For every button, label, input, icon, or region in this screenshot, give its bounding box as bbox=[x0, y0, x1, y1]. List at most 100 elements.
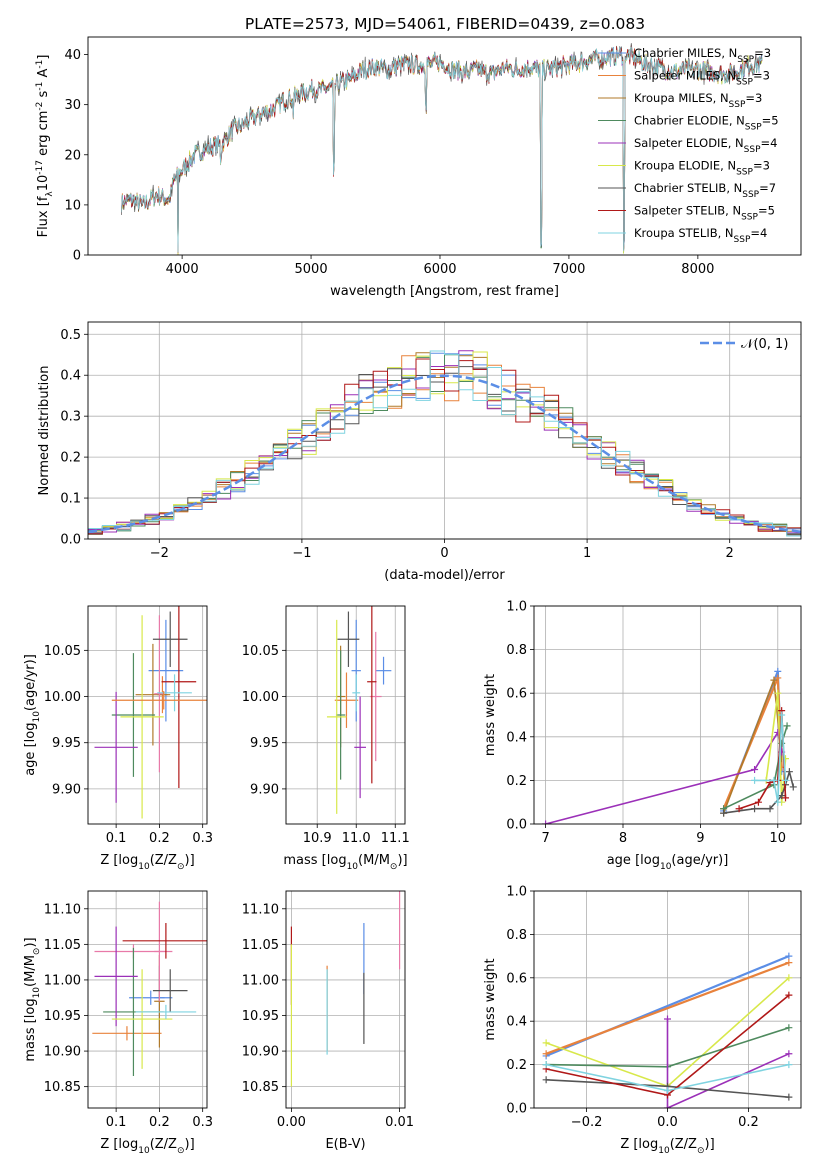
label-part: mass [log bbox=[23, 998, 38, 1061]
label-part: 10 bbox=[347, 862, 359, 872]
errorbar-point bbox=[154, 615, 165, 773]
label-part: age [log bbox=[23, 723, 38, 776]
label-part: Kroupa ELODIE, N bbox=[634, 159, 736, 173]
label-part: 10 bbox=[138, 862, 150, 872]
y-tick-label: 30 bbox=[64, 98, 81, 113]
y-tick-label: 0.4 bbox=[60, 369, 81, 384]
legend-entry: Kroupa ELODIE, NSSP=3 bbox=[634, 159, 770, 178]
x-tick-label: 8000 bbox=[681, 262, 714, 277]
errorbar-point bbox=[337, 611, 360, 667]
x-tick-label: 7 bbox=[541, 831, 549, 846]
x-tick-label: 5000 bbox=[295, 262, 328, 277]
y-axis-label: mass weight bbox=[483, 674, 498, 756]
legend-entry: Kroupa MILES, NSSP=3 bbox=[634, 91, 762, 110]
plot-area bbox=[326, 606, 392, 814]
x-axis-label: Z [log10(Z/Z⊙)] bbox=[100, 853, 194, 872]
weight-marker bbox=[778, 792, 786, 800]
label-part: mass weight bbox=[483, 958, 498, 1040]
axes-frame bbox=[87, 890, 208, 1109]
errorbar-point bbox=[352, 674, 361, 712]
y-tick-label: 0.1 bbox=[60, 492, 81, 507]
label-part: ⊙ bbox=[32, 948, 42, 956]
axes-frame bbox=[87, 605, 208, 825]
y-tick-label: 1.0 bbox=[506, 600, 527, 615]
figure-title: PLATE=2573, MJD=54061, FIBERID=0439, z=0… bbox=[245, 15, 645, 33]
errorbar-point bbox=[152, 611, 188, 667]
errorbar-point bbox=[135, 643, 171, 746]
y-axis-label: Flux [fλ10-17 erg cm-2 s-1 A-1] bbox=[35, 55, 55, 238]
label-part: SSP bbox=[734, 235, 751, 245]
weight-line bbox=[666, 1019, 790, 1108]
errorbar-point bbox=[154, 901, 165, 1002]
label-part: Z [log bbox=[100, 1137, 138, 1152]
label-part: 10 bbox=[658, 1146, 670, 1156]
legend-entry: Salpeter ELODIE, NSSP=4 bbox=[634, 136, 777, 155]
x-tick-label: 9 bbox=[696, 831, 704, 846]
y-tick-label: 10 bbox=[64, 198, 81, 213]
legend-entry: Chabrier MILES, NSSP=3 bbox=[634, 46, 771, 65]
label-part: λ bbox=[45, 191, 55, 197]
plot-area bbox=[121, 43, 763, 255]
x-tick-label: −2 bbox=[150, 546, 169, 561]
label-part: =5 bbox=[762, 114, 779, 128]
errorbar-point bbox=[129, 990, 173, 1005]
weight-marker bbox=[542, 1076, 550, 1084]
y-tick-label: 11.00 bbox=[44, 973, 81, 988]
label-part: )] bbox=[23, 937, 38, 947]
x-tick-label: 0.0 bbox=[657, 1115, 678, 1130]
label-part: (Z/Z bbox=[670, 1137, 697, 1152]
weight-marker bbox=[720, 809, 728, 817]
legend-entry: 𝒩(0, 1) bbox=[741, 337, 788, 352]
axes-frame bbox=[87, 321, 802, 540]
y-tick-label: 9.90 bbox=[52, 782, 81, 797]
weight-marker bbox=[785, 991, 793, 999]
x-tick-label: −0.2 bbox=[571, 1115, 603, 1130]
label-part: SSP bbox=[736, 168, 753, 178]
label-part: (Z/Z bbox=[150, 853, 177, 868]
x-tick-label: 0.3 bbox=[192, 1115, 213, 1130]
label-part: (age/yr)] bbox=[671, 853, 728, 868]
label-part: 10 bbox=[32, 987, 42, 999]
errorbar-point bbox=[111, 653, 156, 777]
weight-marker bbox=[542, 1039, 550, 1047]
y-tick-label: 10.00 bbox=[242, 690, 279, 705]
y-tick-label: 9.95 bbox=[52, 736, 81, 751]
weight-line bbox=[723, 725, 788, 810]
label-part: Normed distribution bbox=[37, 366, 52, 496]
weight-marker bbox=[542, 1050, 550, 1058]
y-tick-label: 40 bbox=[64, 48, 81, 63]
gaussian-curve bbox=[88, 374, 801, 534]
y-tick-label: 10.90 bbox=[44, 1045, 81, 1060]
y-tick-label: 0.4 bbox=[506, 1015, 527, 1030]
weight-marker bbox=[754, 798, 762, 806]
y-axis-label: mass [log10(M/M⊙)] bbox=[23, 937, 42, 1061]
label-part: Chabrier MILES, N bbox=[634, 46, 737, 60]
x-axis-label: Z [log10(Z/Z⊙)] bbox=[100, 1137, 194, 1156]
errorbar-point bbox=[157, 674, 192, 712]
axes-frame bbox=[87, 36, 802, 256]
y-tick-label: 10.05 bbox=[242, 644, 279, 659]
errorbar-point bbox=[135, 1004, 197, 1020]
label-part: )] bbox=[185, 1137, 195, 1152]
label-part: A bbox=[36, 69, 51, 82]
histogram-salpeter-stelib bbox=[88, 358, 801, 535]
label-part: age [log bbox=[607, 853, 660, 868]
axes-frame bbox=[533, 605, 802, 825]
y-tick-label: 0 bbox=[73, 249, 81, 264]
label-part: =3 bbox=[753, 159, 770, 173]
x-axis-label: age [log10(age/yr)] bbox=[607, 853, 729, 872]
label-part: =3 bbox=[745, 91, 762, 105]
errorbar-point bbox=[335, 650, 346, 780]
spectrum-line-kroupa-stelib bbox=[121, 46, 763, 253]
label-part: Chabrier ELODIE, N bbox=[634, 114, 745, 128]
x-tick-label: 0.2 bbox=[738, 1115, 759, 1130]
histogram-kroupa-stelib bbox=[88, 350, 801, 537]
label-part: 10 bbox=[660, 862, 672, 872]
x-tick-label: 0.1 bbox=[106, 831, 127, 846]
y-tick-label: 20 bbox=[64, 148, 81, 163]
label-part: )] bbox=[705, 1137, 715, 1152]
x-tick-label: 0.2 bbox=[149, 1115, 170, 1130]
y-tick-label: 11.05 bbox=[242, 938, 279, 953]
y-tick-label: 9.95 bbox=[250, 736, 279, 751]
